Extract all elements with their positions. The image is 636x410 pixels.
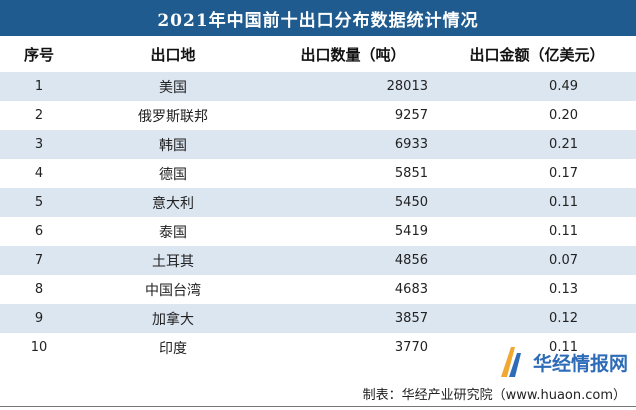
- table-row: 10 印度 3770 0.11: [0, 333, 636, 362]
- bottom-rule: [0, 406, 636, 407]
- cell-place: 泰国: [159, 224, 187, 241]
- table-row: 8 中国台湾 4683 0.13: [0, 275, 636, 304]
- cell-index: 6: [34, 224, 44, 239]
- cell-place: 中国台湾: [145, 282, 201, 299]
- brand-watermark: 华经情报网: [497, 345, 628, 379]
- table-title: 2021年中国前十出口分布数据统计情况: [0, 0, 636, 36]
- cell-place: 韩国: [159, 137, 187, 154]
- cell-place: 土耳其: [152, 253, 194, 270]
- cell-quantity: 3857: [394, 311, 428, 326]
- cell-index: 2: [34, 108, 44, 123]
- table-row: 1 美国 28013 0.49: [0, 72, 636, 101]
- cell-quantity: 28013: [386, 79, 428, 94]
- header-row: 序号 出口地 出口数量（吨） 出口金额（亿美元）: [0, 36, 636, 72]
- cell-amount: 0.11: [549, 224, 578, 239]
- cell-index: 9: [34, 311, 44, 326]
- cell-place: 印度: [159, 340, 187, 357]
- cell-quantity: 4683: [394, 282, 428, 297]
- cell-amount: 0.49: [549, 79, 578, 94]
- table-row: 9 加拿大 3857 0.12: [0, 304, 636, 333]
- cell-place: 加拿大: [152, 311, 194, 328]
- cell-quantity: 6933: [394, 137, 428, 152]
- header-amount: 出口金额（亿美元）: [469, 45, 605, 64]
- cell-quantity: 5419: [394, 224, 428, 239]
- cell-index: 7: [34, 253, 44, 268]
- export-table: 序号 出口地 出口数量（吨） 出口金额（亿美元） 1 美国 28013 0.49 2 俄罗…: [0, 36, 636, 362]
- source-note: 制表：华经产业研究院（www.huaon.com）: [362, 388, 626, 403]
- cell-index: 1: [34, 79, 44, 94]
- cell-index: 3: [34, 137, 44, 152]
- cell-index: 8: [34, 282, 44, 297]
- cell-quantity: 5450: [394, 195, 428, 210]
- cell-amount: 0.17: [549, 166, 578, 181]
- cell-quantity: 5851: [394, 166, 428, 181]
- cell-place: 俄罗斯联邦: [138, 108, 208, 125]
- brand-logo-icon: [500, 347, 521, 377]
- table-row: 2 俄罗斯联邦 9257 0.20: [0, 101, 636, 130]
- cell-amount: 0.20: [549, 108, 578, 123]
- table-row: 4 德国 5851 0.17: [0, 159, 636, 188]
- cell-amount: 0.11: [549, 340, 578, 355]
- header-quantity: 出口数量（吨）: [300, 45, 406, 64]
- cell-amount: 0.21: [549, 137, 578, 152]
- cell-quantity: 3770: [394, 340, 428, 355]
- cell-place: 德国: [159, 166, 187, 183]
- cell-amount: 0.13: [549, 282, 578, 297]
- cell-place: 美国: [159, 79, 187, 96]
- cell-place: 意大利: [152, 195, 194, 212]
- brand-name: 华经情报网: [532, 352, 628, 375]
- cell-amount: 0.12: [549, 311, 578, 326]
- table-row: 3 韩国 6933 0.21: [0, 130, 636, 159]
- cell-amount: 0.11: [549, 195, 578, 210]
- header-index: 序号: [23, 45, 54, 64]
- table-row: 5 意大利 5450 0.11: [0, 188, 636, 217]
- header-place: 出口地: [150, 45, 196, 64]
- cell-amount: 0.07: [549, 253, 578, 268]
- cell-index: 10: [30, 340, 48, 355]
- cell-quantity: 9257: [394, 108, 428, 123]
- cell-index: 4: [34, 166, 44, 181]
- cell-quantity: 4856: [394, 253, 428, 268]
- cell-index: 5: [34, 195, 44, 210]
- table-row: 6 泰国 5419 0.11: [0, 217, 636, 246]
- table-row: 7 土耳其 4856 0.07: [0, 246, 636, 275]
